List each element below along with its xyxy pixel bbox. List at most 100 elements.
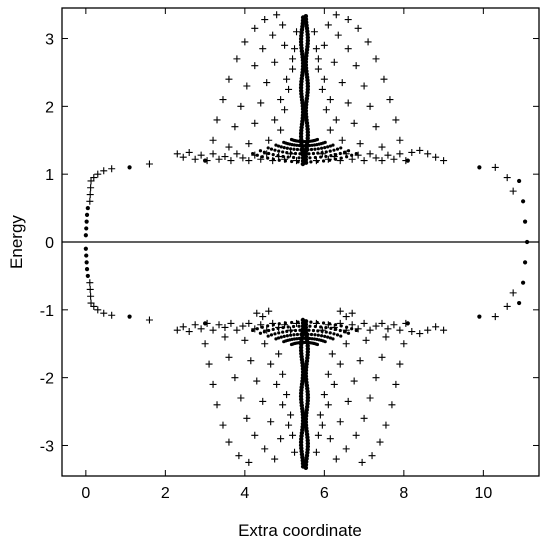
plus-point [209, 380, 217, 388]
plus-point [285, 421, 293, 429]
dot-point [84, 212, 90, 217]
plus-point [251, 431, 259, 439]
dot-point [303, 13, 309, 19]
dot-point [309, 160, 313, 164]
plus-point [265, 307, 273, 315]
plus-point [336, 360, 344, 368]
dot-point [298, 134, 304, 139]
plus-point [215, 321, 223, 329]
dot-point [277, 158, 281, 162]
dot-point [329, 153, 333, 158]
y-tick-label: 3 [45, 32, 54, 49]
plus-point [388, 401, 396, 409]
dot-point [316, 329, 320, 333]
plus-point [271, 455, 279, 463]
plus-point [100, 167, 108, 175]
dot-point [276, 326, 280, 331]
dot-point [338, 328, 342, 333]
dot-point [290, 143, 294, 147]
dot-point [323, 146, 327, 150]
plus-point [251, 119, 259, 127]
dot-point [331, 143, 335, 147]
plus-point [283, 75, 291, 83]
dot-point [296, 320, 300, 324]
plus-point [241, 336, 249, 344]
dot-point [323, 334, 327, 338]
dot-point [319, 334, 324, 338]
dot-point [333, 157, 338, 161]
dot-point [297, 324, 301, 328]
plus-point [354, 325, 362, 333]
plus-point [273, 11, 281, 19]
dot-point [277, 331, 281, 335]
dot-point [309, 332, 314, 337]
plus-point [360, 319, 368, 327]
dot-point [521, 280, 526, 285]
dot-point [326, 335, 330, 339]
plus-point [221, 323, 229, 331]
dot-point [266, 146, 270, 150]
plus-point [352, 431, 360, 439]
dot-point [316, 333, 320, 337]
plus-point [86, 197, 94, 205]
plus-point [384, 325, 392, 333]
plus-point [233, 150, 241, 158]
plus-point [320, 41, 328, 49]
dot-point [328, 336, 333, 340]
dot-point [331, 337, 335, 341]
plus-point [382, 421, 390, 429]
dot-point [319, 155, 323, 159]
plus-point [312, 45, 320, 53]
dot-point [286, 155, 290, 159]
dot-point [319, 146, 324, 150]
y-tick-label: 2 [45, 99, 54, 116]
dot-point [324, 154, 328, 159]
dot-point [324, 150, 328, 154]
plus-point [378, 353, 386, 361]
dot-point [302, 148, 307, 152]
plus-point [279, 21, 287, 29]
plus-point [271, 116, 279, 124]
dot-point [295, 337, 299, 341]
plus-point [145, 160, 153, 168]
dot-point [311, 328, 316, 333]
plus-point [332, 116, 340, 124]
dot-point [271, 323, 275, 327]
dot-point [522, 219, 528, 224]
plus-point [332, 11, 340, 19]
dot-point [255, 153, 259, 157]
plus-point [336, 307, 344, 315]
plus-point [209, 150, 217, 158]
plus-point [291, 45, 299, 53]
plus-point [491, 313, 499, 321]
plus-point [324, 401, 332, 409]
dot-point [305, 346, 311, 352]
dot-point [335, 147, 340, 151]
dot-point [319, 325, 323, 329]
plus-point [432, 323, 440, 331]
plus-point [382, 333, 390, 341]
dot-point [273, 148, 277, 152]
plus-point [314, 55, 322, 63]
x-tick-label: 2 [161, 485, 170, 502]
dot-point [266, 156, 270, 160]
dot-point [313, 147, 317, 151]
plus-point [173, 326, 181, 334]
dot-point [289, 151, 293, 155]
dot-point [346, 149, 351, 153]
plus-point [257, 99, 265, 107]
dot-point [298, 88, 304, 93]
plus-point [191, 321, 199, 329]
dot-point [285, 146, 289, 150]
dot-point [324, 330, 328, 334]
plus-point [225, 353, 233, 361]
dot-point [517, 300, 522, 306]
plus-point [390, 155, 398, 163]
plus-point [87, 292, 95, 300]
plus-point [328, 350, 336, 358]
dot-point [291, 324, 296, 329]
dot-point [307, 328, 311, 332]
plus-point [279, 401, 287, 409]
plus-point [503, 302, 511, 310]
dot-point [258, 149, 263, 153]
